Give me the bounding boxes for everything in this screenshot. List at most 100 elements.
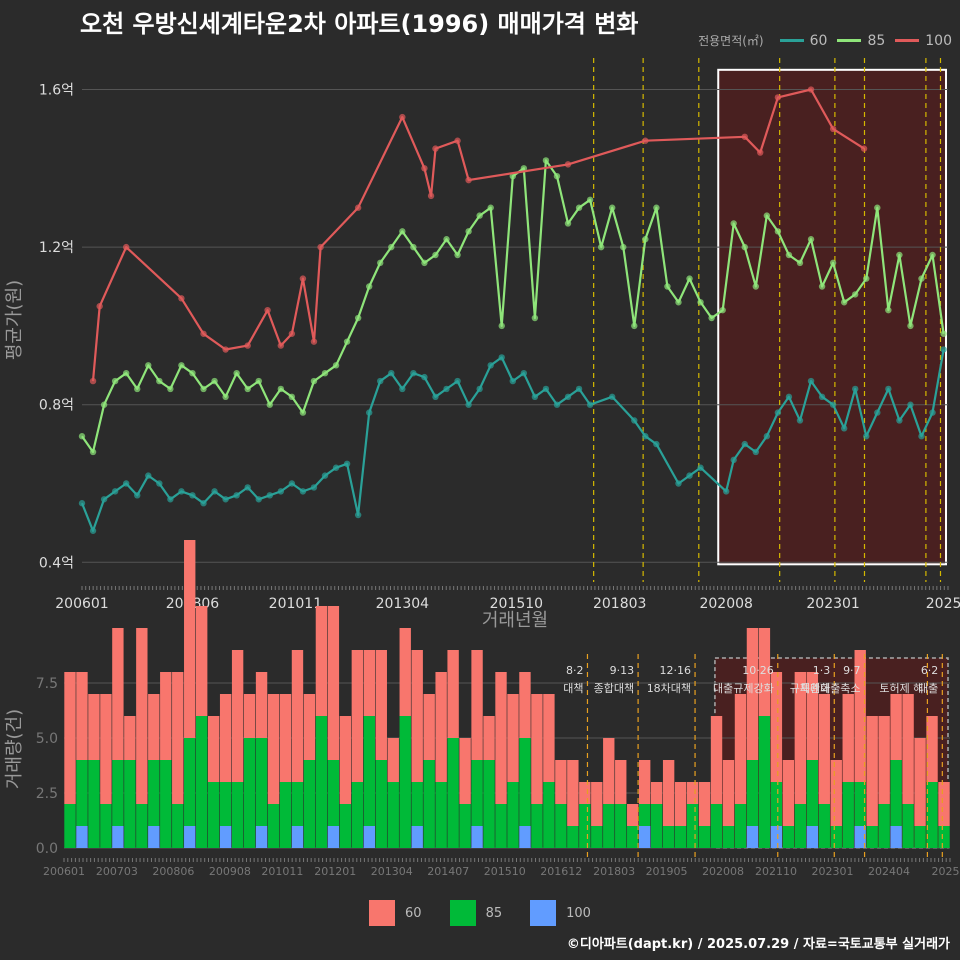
volume-bar-85 [722, 826, 735, 848]
volume-bar-60 [351, 650, 364, 782]
data-point-85 [774, 228, 782, 235]
bottom-x-tick-label: 200806 [152, 865, 194, 878]
volume-bar-60 [136, 628, 148, 804]
volume-bar-85 [483, 760, 495, 848]
volume-bar-60 [303, 694, 316, 760]
volume-bar-60 [399, 628, 411, 716]
volume-bar-60 [914, 738, 926, 826]
policy-date-label: 9·13 [610, 664, 635, 677]
volume-bar-100 [890, 826, 902, 848]
data-point-85 [277, 385, 285, 393]
policy-name-label: 대책 [563, 682, 583, 695]
data-point-60 [730, 456, 737, 464]
legend-swatch-100 [895, 39, 920, 42]
data-point-85 [321, 369, 329, 377]
data-point-60 [796, 417, 804, 424]
volume-bar-60 [291, 650, 304, 782]
data-point-85 [498, 322, 505, 330]
data-point-85 [686, 275, 693, 282]
volume-bar-100 [411, 826, 423, 848]
data-point-60 [763, 433, 771, 440]
data-point-60 [244, 484, 251, 491]
volume-bar-60 [531, 694, 543, 804]
data-point-85 [597, 243, 605, 251]
volume-bar-85 [88, 760, 100, 848]
volume-bar-60 [435, 672, 447, 782]
data-point-60 [134, 492, 141, 499]
data-point-85 [476, 212, 483, 219]
volume-bar-60 [543, 694, 555, 782]
volume-bar-60 [579, 782, 591, 804]
data-point-85 [134, 385, 141, 393]
volume-bar-100 [255, 826, 268, 848]
series-line-100 [91, 88, 865, 382]
volume-bar-85 [136, 804, 148, 848]
volume-bar-85 [579, 804, 591, 848]
bottom-legend-swatch-60 [369, 900, 396, 926]
volume-bar-85 [926, 782, 938, 848]
volume-bar-85 [423, 760, 435, 848]
data-point-60 [443, 385, 450, 393]
data-point-85 [310, 377, 318, 385]
volume-bar-100 [148, 826, 160, 848]
volume-bar-60 [782, 760, 795, 826]
data-point-85 [741, 243, 748, 251]
volume-bar-60 [255, 672, 268, 738]
price-chart-panel: 0.4억0.8억1.2억1.6억200601200806201011201304… [4, 58, 960, 631]
data-point-60 [885, 385, 892, 393]
volume-bar-100 [76, 826, 88, 848]
bottom-y-tick-label: 0.0 [36, 841, 58, 857]
volume-bar-85 [591, 826, 603, 848]
volume-bar-85 [231, 782, 244, 848]
volume-bar-85 [100, 804, 112, 848]
volume-bar-85 [662, 826, 675, 848]
data-point-85 [763, 212, 771, 219]
data-point-60 [476, 385, 483, 393]
bottom-x-tick-label: 201407 [427, 865, 469, 878]
y-tick-label: 0.4억 [39, 555, 74, 571]
volume-bar-60 [375, 650, 387, 760]
volume-bar-60 [591, 782, 603, 826]
data-point-100 [122, 243, 130, 251]
bottom-legend: 60 85 100 [0, 900, 960, 926]
volume-bar-85 [76, 760, 88, 826]
data-point-85 [233, 369, 240, 377]
volume-bar-100 [363, 826, 375, 848]
volume-bar-60 [567, 760, 579, 826]
volume-bar-60 [734, 694, 747, 804]
bottom-legend-item-100: 100 [530, 900, 591, 926]
volume-bar-60 [447, 650, 459, 738]
data-point-60 [222, 496, 229, 503]
data-point-85 [564, 220, 572, 227]
bottom-x-tick-label: 202404 [868, 865, 910, 878]
volume-bar-60 [196, 606, 208, 716]
data-point-60 [774, 409, 782, 416]
legend-label-85: 85 [867, 32, 886, 49]
data-point-60 [697, 464, 704, 471]
bottom-x-tick-label: 201510 [484, 865, 526, 878]
data-point-85 [664, 283, 671, 290]
data-point-85 [509, 172, 516, 180]
volume-bar-85 [758, 716, 771, 848]
data-point-60 [100, 496, 108, 503]
data-point-100 [288, 330, 296, 337]
data-point-60 [89, 527, 97, 534]
x-tick-label: 200601 [55, 596, 108, 612]
volume-bar-60 [603, 738, 615, 804]
volume-bar-60 [471, 650, 483, 760]
data-point-85 [874, 204, 881, 211]
x-tick-label: 201011 [269, 596, 322, 612]
volume-bar-85 [243, 738, 256, 848]
data-point-60 [940, 346, 947, 353]
volume-bar-85 [279, 782, 292, 848]
volume-bar-85 [878, 804, 890, 848]
data-point-85 [940, 330, 947, 337]
volume-bar-60 [495, 672, 507, 804]
volume-bar-85 [914, 826, 926, 848]
data-point-100 [774, 94, 782, 101]
volume-bar-60 [327, 606, 340, 760]
bottom-legend-label-85: 85 [485, 905, 503, 921]
volume-bar-60 [64, 672, 76, 804]
data-point-85 [122, 369, 130, 377]
